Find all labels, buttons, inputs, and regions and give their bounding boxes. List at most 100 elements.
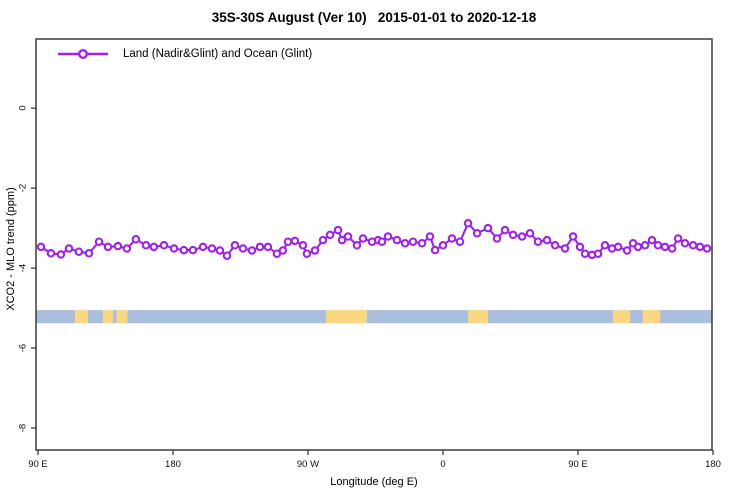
data-point-marker <box>430 245 440 255</box>
data-point-marker <box>673 234 683 243</box>
land-band-segment <box>116 310 128 324</box>
data-point-marker <box>36 242 46 252</box>
x-tick-label: 90 E <box>568 459 588 470</box>
x-tick-label: 180 <box>165 459 181 470</box>
y-tick-label: 0 <box>17 105 29 111</box>
data-point-marker <box>392 235 402 245</box>
data-point-marker <box>438 241 448 250</box>
y-tick-label: -4 <box>17 263 29 273</box>
data-point-marker <box>122 244 132 253</box>
data-point-marker <box>64 244 74 253</box>
data-point-marker <box>688 241 698 250</box>
data-point-marker <box>272 249 282 258</box>
data-point-marker <box>298 241 308 250</box>
data-point-marker <box>660 242 670 252</box>
land-band-segment <box>102 310 113 324</box>
data-point-marker <box>283 237 293 246</box>
plot-box <box>35 38 713 451</box>
data-point-marker <box>358 234 368 243</box>
data-point-marker <box>695 242 705 252</box>
data-point-marker <box>188 245 198 255</box>
x-tick-label: 90 E <box>28 459 48 470</box>
data-point-marker <box>383 232 393 241</box>
data-point-marker <box>179 245 189 255</box>
data-point-marker <box>568 232 578 241</box>
data-point-marker <box>278 246 288 255</box>
y-tick-label: -2 <box>17 183 29 193</box>
data-point-marker <box>94 237 104 246</box>
data-point-marker <box>653 241 663 250</box>
data-point-marker <box>463 219 473 228</box>
data-point-marker <box>680 239 690 248</box>
x-axis-title: Longitude (deg E) <box>330 476 418 488</box>
data-point-marker <box>263 242 273 252</box>
chart-title: 35S-30S August (Ver 10) 2015-01-01 to 20… <box>211 10 537 25</box>
legend: Land (Nadir&Glint) and Ocean (Glint) <box>57 48 312 60</box>
land-band-segment <box>325 310 367 324</box>
data-point-marker <box>46 249 56 258</box>
data-point-marker <box>149 242 159 252</box>
ocean-band-segment <box>488 310 613 324</box>
data-point-marker <box>325 230 335 240</box>
x-tick-label: 90 W <box>296 459 320 470</box>
data-point-marker <box>408 237 418 246</box>
ocean-band-segment <box>127 310 326 324</box>
data-point-marker <box>377 237 387 246</box>
data-point-marker <box>238 244 248 253</box>
land-band-segment <box>75 310 88 324</box>
data-point-marker <box>613 242 623 252</box>
ocean-band-segment <box>660 310 712 324</box>
y-axis-title: XCO2 - MLO trend (ppm) <box>5 187 17 311</box>
data-point-marker <box>533 237 543 246</box>
land-band-segment <box>468 310 489 324</box>
data-point-marker <box>702 244 712 253</box>
data-point-marker <box>550 241 560 250</box>
y-tick-label: -8 <box>17 423 29 433</box>
data-point-marker <box>255 242 265 252</box>
data-point-marker <box>508 230 518 240</box>
data-point-marker <box>169 244 179 253</box>
data-point-marker <box>131 235 141 244</box>
ocean-band-segment <box>630 310 643 324</box>
data-point-marker <box>575 242 585 252</box>
data-point-marker <box>483 223 493 233</box>
ocean-band-segment <box>87 310 103 324</box>
data-point-marker <box>560 244 570 253</box>
data-point-marker <box>517 232 527 241</box>
data-point-marker <box>640 241 650 250</box>
data-point-marker <box>222 251 232 260</box>
data-point-marker <box>290 236 300 246</box>
data-point-marker <box>333 225 343 235</box>
data-point-marker <box>492 234 502 243</box>
legend-label: Land (Nadir&Glint) and Ocean (Glint) <box>123 48 313 60</box>
data-point-marker <box>500 225 510 235</box>
data-point-marker <box>74 247 84 256</box>
x-tick-label: 0 <box>440 459 446 470</box>
data-point-marker <box>318 235 328 245</box>
data-point-marker <box>207 244 217 253</box>
data-point-marker <box>400 239 410 248</box>
data-point-marker <box>667 244 677 253</box>
x-tick-label: 180 <box>705 459 721 470</box>
data-point-marker <box>198 242 208 252</box>
data-point-marker <box>425 232 435 241</box>
data-point-marker <box>230 241 240 250</box>
data-point-marker <box>113 241 123 251</box>
data-point-marker <box>215 246 225 255</box>
land-band-segment <box>642 310 661 324</box>
data-point-marker <box>343 232 353 241</box>
land-band-segment <box>612 310 631 324</box>
data-point-marker <box>455 237 465 246</box>
data-point-marker <box>472 229 482 238</box>
data-point-marker <box>84 249 94 258</box>
data-point-marker <box>352 241 362 250</box>
data-point-marker <box>159 241 169 250</box>
data-point-marker <box>337 235 347 245</box>
data-point-marker <box>56 250 66 259</box>
data-point-marker <box>141 241 151 250</box>
ocean-band-segment <box>112 310 117 324</box>
data-point-marker <box>310 246 320 255</box>
y-tick-label: -6 <box>17 343 29 353</box>
data-point-marker <box>447 234 457 243</box>
